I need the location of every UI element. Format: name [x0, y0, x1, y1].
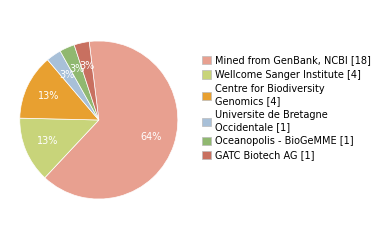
- Text: 13%: 13%: [37, 136, 59, 146]
- Legend: Mined from GenBank, NCBI [18], Wellcome Sanger Institute [4], Centre for Biodive: Mined from GenBank, NCBI [18], Wellcome …: [203, 55, 371, 161]
- Wedge shape: [45, 41, 178, 199]
- Text: 3%: 3%: [69, 64, 84, 74]
- Text: 64%: 64%: [141, 132, 162, 142]
- Wedge shape: [60, 45, 99, 120]
- Wedge shape: [20, 118, 99, 178]
- Text: 13%: 13%: [38, 91, 60, 101]
- Wedge shape: [48, 51, 99, 120]
- Text: 3%: 3%: [79, 61, 94, 71]
- Wedge shape: [74, 42, 99, 120]
- Wedge shape: [20, 60, 99, 120]
- Text: 3%: 3%: [60, 70, 75, 80]
